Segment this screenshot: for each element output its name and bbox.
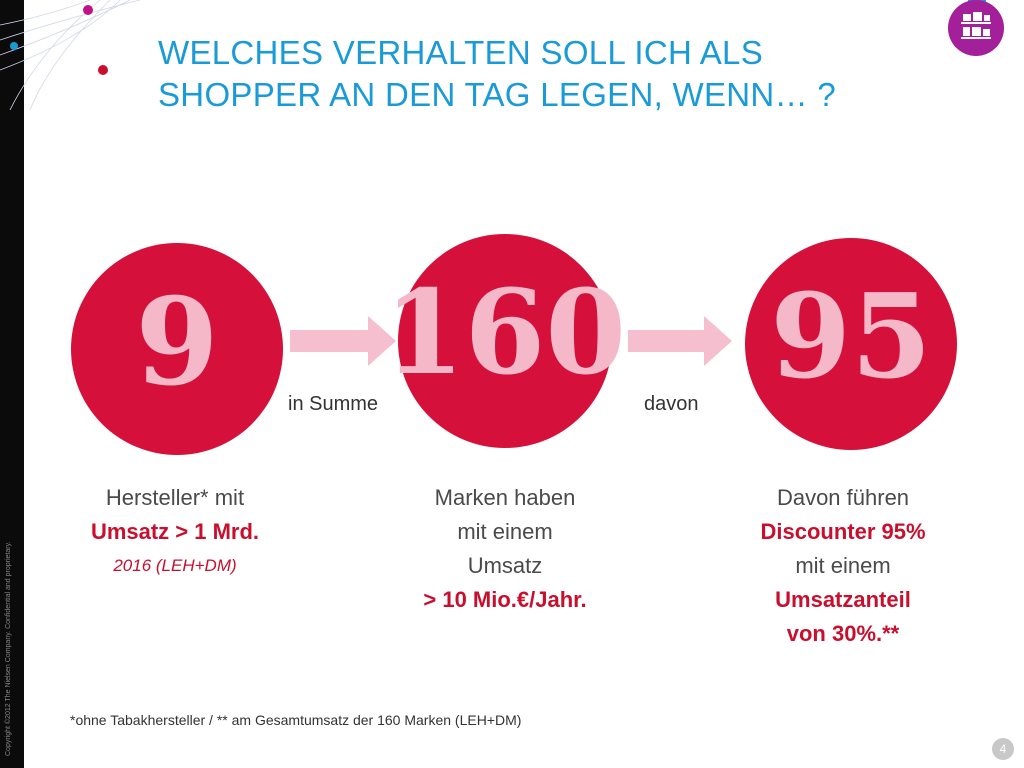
deco-dot-blue (10, 42, 18, 50)
desc-3-highlight-1: Discounter 95% (760, 519, 926, 544)
stat-description-3: Davon führen Discounter 95% mit einem Um… (708, 481, 978, 651)
desc-3-highlight-2: Umsatzanteil (775, 587, 911, 612)
desc-2-line-2: mit einem (457, 519, 553, 544)
desc-3-line-3: mit einem (795, 553, 891, 578)
stat-circle-3 (745, 238, 957, 450)
deco-dot-magenta (83, 5, 93, 15)
title-line-1: WELCHES VERHALTEN SOLL ICH ALS (158, 34, 764, 71)
stat-circle-2 (398, 234, 612, 448)
desc-2-highlight: > 10 Mio.€/Jahr. (423, 587, 587, 612)
title-line-2: SHOPPER AN DEN TAG LEGEN, WENN… ? (158, 76, 836, 113)
stat-number-3: 95 (770, 269, 932, 405)
stat-circle-1 (71, 243, 283, 455)
desc-1-subnote: 2016 (LEH+DM) (113, 556, 237, 575)
left-sidebar-bar: Copyright ©2012 The Nielsen Company. Con… (0, 0, 24, 768)
stat-number-1: 9 (135, 272, 219, 413)
desc-3-highlight-3: von 30%.** (786, 621, 900, 646)
connector-label-1: in Summe (288, 393, 379, 415)
shelf-icon (948, 0, 1004, 56)
stat-number-2: 160 (383, 265, 627, 401)
deco-dot-red (98, 65, 108, 75)
stat-description-2: Marken haben mit einem Umsatz > 10 Mio.€… (370, 481, 640, 617)
stat-description-1: Hersteller* mit Umsatz > 1 Mrd. 2016 (LE… (40, 481, 310, 583)
footnote: *ohne Tabakhersteller / ** am Gesamtumsa… (70, 712, 522, 728)
copyright-text: Copyright ©2012 The Nielsen Company. Con… (5, 541, 12, 757)
desc-3-line-1: Davon führen (776, 485, 910, 510)
decorative-lines-graphic (0, 0, 140, 110)
right-arrow-icon (290, 316, 396, 366)
page-number-badge: 4 (992, 738, 1014, 760)
slide-title: WELCHES VERHALTEN SOLL ICH ALS SHOPPER A… (158, 32, 918, 116)
connector-label-2: davon (644, 393, 699, 415)
desc-2-line-3: Umsatz (467, 553, 543, 578)
desc-2-line-1: Marken haben (434, 485, 576, 510)
right-arrow-icon (628, 316, 732, 366)
desc-1-highlight: Umsatz > 1 Mrd. (90, 519, 260, 544)
desc-1-line-1: Hersteller* mit (105, 485, 245, 510)
